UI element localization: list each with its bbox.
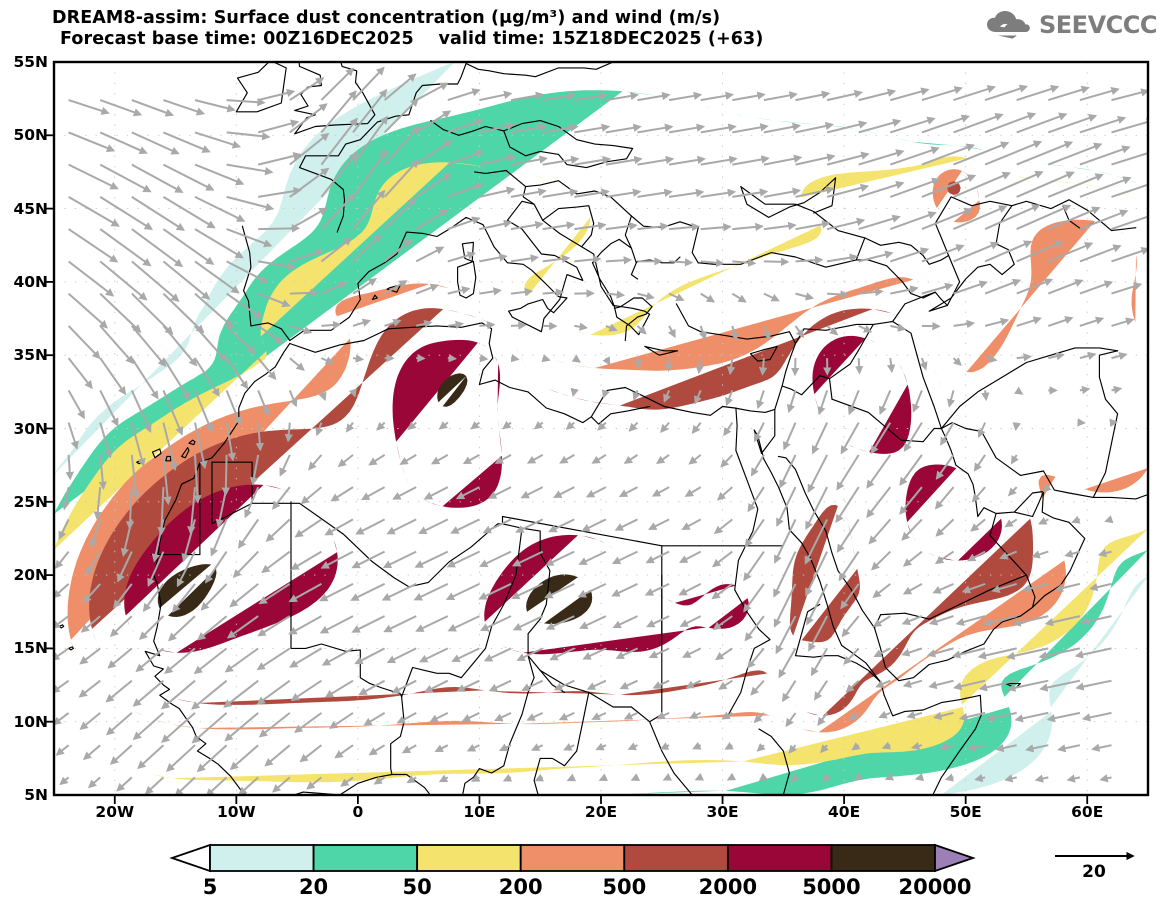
lat-label-30N: 30N (13, 419, 48, 438)
lat-label-35N: 35N (13, 346, 48, 365)
lon-label-10W: 10W (216, 803, 256, 821)
lon-label-20W: 20W (95, 803, 135, 821)
wind-vectors (54, 66, 1148, 795)
title-line-2: Forecast base time: 00Z16DEC2025 valid t… (60, 29, 764, 49)
colorbar-tick-200: 200 (498, 875, 543, 899)
lon-label-30E: 30E (706, 803, 739, 821)
lat-label-40N: 40N (13, 272, 48, 291)
lon-label-10E: 10E (463, 803, 496, 821)
lon-label-40E: 40E (828, 803, 861, 821)
colorbar-tick-500: 500 (602, 875, 647, 899)
colorbar (169, 843, 976, 873)
colorbar-tick-20: 20 (298, 875, 329, 899)
title-line-1: DREAM8-assim: Surface dust concentration… (52, 8, 721, 28)
lon-label-0: 0 (352, 803, 364, 821)
lat-label-25N: 25N (13, 492, 48, 511)
lat-label-45N: 45N (13, 199, 48, 218)
logo-text: SEEVCCC (1039, 11, 1158, 39)
colorbar-tick-2000: 2000 (698, 875, 758, 899)
lat-label-10N: 10N (13, 712, 48, 731)
colorbar-tick-20000: 20000 (898, 875, 972, 899)
axis-ticks (45, 134, 1089, 804)
lat-label-20N: 20N (13, 566, 48, 585)
lon-label-60E: 60E (1071, 803, 1104, 821)
lat-label-55N: 55N (13, 53, 48, 71)
lat-label-5N: 5N (24, 786, 48, 804)
colorbar-tick-50: 50 (402, 875, 432, 899)
lat-label-50N: 50N (13, 126, 48, 145)
colorbar-tick-5000: 5000 (802, 875, 861, 899)
seevccc-logo: SEEVCCC (986, 10, 1158, 40)
figure-title: DREAM8-assim: Surface dust concentration… (52, 8, 952, 50)
wind-reference-label: 20 (1082, 862, 1106, 882)
lon-label-50E: 50E (949, 803, 982, 821)
lat-label-15N: 15N (13, 639, 48, 658)
dust-concentration-contours (54, 62, 1148, 795)
cloud-icon (987, 11, 1030, 39)
lon-label-20E: 20E (584, 803, 618, 821)
colorbar-tick-5: 5 (202, 875, 218, 899)
